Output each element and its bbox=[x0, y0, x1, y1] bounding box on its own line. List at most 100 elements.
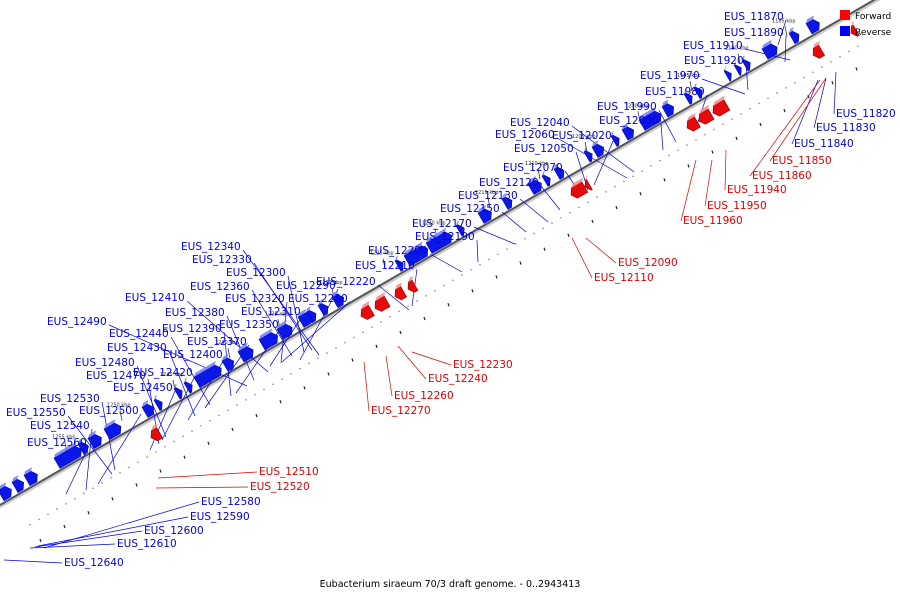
forward-gene-label: EUS_11950 bbox=[707, 200, 767, 212]
gene-block bbox=[374, 291, 391, 312]
reverse-gene-label: EUS_11830 bbox=[816, 122, 876, 134]
gene-block bbox=[183, 377, 193, 394]
gene-block bbox=[583, 146, 593, 163]
legend-reverse-label: Reverse bbox=[855, 28, 892, 38]
gene-block bbox=[850, 20, 860, 37]
gene-block bbox=[53, 441, 82, 469]
reverse-gene-label: EUS_12000 bbox=[599, 115, 659, 127]
gene-block bbox=[741, 55, 751, 72]
tick-label: 1205 kbp bbox=[572, 134, 596, 140]
reverse-gene-label: EUS_12220 bbox=[316, 276, 376, 288]
reverse-gene-label: EUS_12550 bbox=[6, 407, 66, 419]
gene-block bbox=[723, 66, 732, 82]
reverse-gene-label: EUS_12370 bbox=[187, 336, 247, 348]
reverse-gene-label: EUS_12310 bbox=[241, 306, 301, 318]
gene-block bbox=[805, 15, 820, 35]
gene-block bbox=[103, 418, 122, 440]
reverse-gene-label: EUS_12040 bbox=[510, 117, 570, 129]
reverse-gene-label: EUS_12380 bbox=[165, 307, 225, 319]
tick-label: 1220 kbp bbox=[422, 221, 446, 227]
genome-caption: Eubacterium siraeum 70/3 draft genome. -… bbox=[320, 579, 581, 590]
gene-block bbox=[527, 175, 542, 195]
forward-gene-label: EUS_12270 bbox=[371, 405, 431, 417]
gene-block bbox=[733, 60, 742, 76]
reverse-gene-label: EUS_12330 bbox=[192, 254, 252, 266]
gene-block bbox=[153, 395, 163, 411]
reverse-gene-label: EUS_12360 bbox=[190, 281, 250, 293]
gene-block bbox=[276, 319, 293, 340]
gene-block bbox=[638, 106, 662, 131]
forward-gene-label: EUS_12260 bbox=[394, 390, 454, 402]
tick-label: 1200 kbp bbox=[625, 103, 649, 109]
reverse-gene-label: EUS_12050 bbox=[514, 143, 574, 155]
gene-block bbox=[150, 423, 164, 442]
gene-block bbox=[317, 299, 329, 317]
forward-gene-labels: EUS_11850 EUS_11860 EUS_11940 EUS_11950 EUS_… bbox=[250, 155, 832, 493]
reverse-gene-label: EUS_11980 bbox=[645, 86, 705, 98]
forward-gene-label: EUS_12110 bbox=[594, 272, 654, 284]
legend-forward-swatch bbox=[840, 10, 850, 20]
reverse-gene-label: EUS_12470 bbox=[86, 370, 146, 382]
reverse-gene-label: EUS_12610 bbox=[117, 538, 177, 550]
gene-block bbox=[812, 40, 826, 59]
gene-block bbox=[477, 204, 492, 224]
scale-ticks: 1185 kbp 1190 kbp 1195 kbp 1200 kbp 1205 kbp… bbox=[52, 18, 796, 453]
gene-block bbox=[258, 328, 278, 351]
gene-block bbox=[193, 360, 222, 388]
gene-block bbox=[0, 482, 12, 502]
gene-block bbox=[87, 430, 102, 450]
reverse-gene-label: EUS_12190 bbox=[415, 231, 475, 243]
gene-block bbox=[686, 112, 701, 132]
reverse-gene-label: EUS_12410 bbox=[125, 292, 185, 304]
tick-label: 1240 kbp bbox=[215, 340, 239, 346]
reverse-genes bbox=[0, 15, 820, 502]
gene-block bbox=[221, 353, 234, 372]
gene-block bbox=[501, 192, 513, 210]
gene-block bbox=[661, 99, 674, 118]
reverse-gene-label: EUS_11890 bbox=[724, 27, 784, 39]
forward-gene-label: EUS_12510 bbox=[259, 466, 319, 478]
gene-block bbox=[407, 275, 419, 293]
legend-reverse-swatch bbox=[840, 26, 850, 36]
reverse-gene-label: EUS_12500 bbox=[79, 405, 139, 417]
tick-label: 1235 kbp bbox=[265, 311, 289, 317]
reverse-gene-label: EUS_12060 bbox=[495, 129, 555, 141]
gene-block bbox=[698, 104, 715, 125]
tick-label: 1230 kbp bbox=[319, 280, 343, 286]
forward-gene-label: EUS_11860 bbox=[752, 170, 812, 182]
reverse-gene-label: EUS_12400 bbox=[163, 349, 223, 361]
reverse-gene-label: EUS_12300 bbox=[226, 267, 286, 279]
reverse-gene-label: EUS_11970 bbox=[640, 70, 700, 82]
gene-block bbox=[331, 290, 344, 309]
reverse-gene-label: EUS_12210 bbox=[355, 260, 415, 272]
gene-block bbox=[394, 282, 408, 301]
gene-block bbox=[173, 383, 183, 400]
gene-block bbox=[23, 467, 38, 487]
gene-block bbox=[403, 241, 429, 267]
gene-block bbox=[683, 88, 693, 105]
gene-block bbox=[712, 95, 731, 117]
gene-block bbox=[425, 227, 452, 254]
reverse-gene-label: EUS_12480 bbox=[75, 357, 135, 369]
gene-block bbox=[553, 162, 565, 180]
forward-gene-label: EUS_11850 bbox=[772, 155, 832, 167]
gene-block bbox=[610, 131, 620, 147]
reverse-gene-label: EUS_12430 bbox=[107, 342, 167, 354]
tick-label: 1195 kbp bbox=[677, 73, 701, 79]
reverse-gene-label: EUS_12020 bbox=[552, 130, 612, 142]
forward-gene-label: EUS_12090 bbox=[618, 257, 678, 269]
tick-label: 1185 kbp bbox=[772, 18, 796, 24]
gene-block bbox=[77, 437, 89, 455]
tick-label: 1215 kbp bbox=[475, 190, 499, 196]
reverse-gene-label: EUS_12420 bbox=[133, 367, 193, 379]
reverse-gene-label: EUS_11990 bbox=[597, 101, 657, 113]
gene-block bbox=[584, 175, 593, 191]
gene-block bbox=[141, 399, 154, 418]
reverse-gene-label: EUS_12120 bbox=[479, 177, 539, 189]
gene-block bbox=[237, 342, 254, 363]
tick-label: 1245 kbp bbox=[160, 372, 184, 378]
position-dots bbox=[29, 45, 859, 543]
forward-gene-label: EUS_12230 bbox=[453, 359, 513, 371]
tick-label: 1190 kbp bbox=[725, 45, 749, 51]
reverse-gene-label: EUS_12440 bbox=[109, 328, 169, 340]
